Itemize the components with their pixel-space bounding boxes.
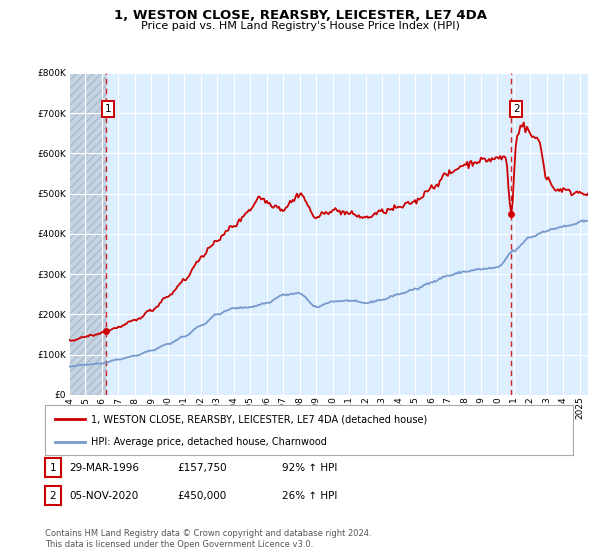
Text: Price paid vs. HM Land Registry's House Price Index (HPI): Price paid vs. HM Land Registry's House … <box>140 21 460 31</box>
Text: 1: 1 <box>49 463 56 473</box>
Bar <box>69 73 106 395</box>
Text: 05-NOV-2020: 05-NOV-2020 <box>69 491 138 501</box>
Text: This data is licensed under the Open Government Licence v3.0.: This data is licensed under the Open Gov… <box>45 540 313 549</box>
Text: HPI: Average price, detached house, Charnwood: HPI: Average price, detached house, Char… <box>91 437 328 447</box>
Text: 2: 2 <box>49 491 56 501</box>
Text: Contains HM Land Registry data © Crown copyright and database right 2024.: Contains HM Land Registry data © Crown c… <box>45 529 371 538</box>
Text: 1: 1 <box>105 104 112 114</box>
Text: 2: 2 <box>513 104 520 114</box>
Text: 1, WESTON CLOSE, REARSBY, LEICESTER, LE7 4DA (detached house): 1, WESTON CLOSE, REARSBY, LEICESTER, LE7… <box>91 414 428 424</box>
Text: £450,000: £450,000 <box>177 491 226 501</box>
Text: 1, WESTON CLOSE, REARSBY, LEICESTER, LE7 4DA: 1, WESTON CLOSE, REARSBY, LEICESTER, LE7… <box>113 9 487 22</box>
Text: 92% ↑ HPI: 92% ↑ HPI <box>282 463 337 473</box>
Text: 26% ↑ HPI: 26% ↑ HPI <box>282 491 337 501</box>
Text: £157,750: £157,750 <box>177 463 227 473</box>
Text: 29-MAR-1996: 29-MAR-1996 <box>69 463 139 473</box>
